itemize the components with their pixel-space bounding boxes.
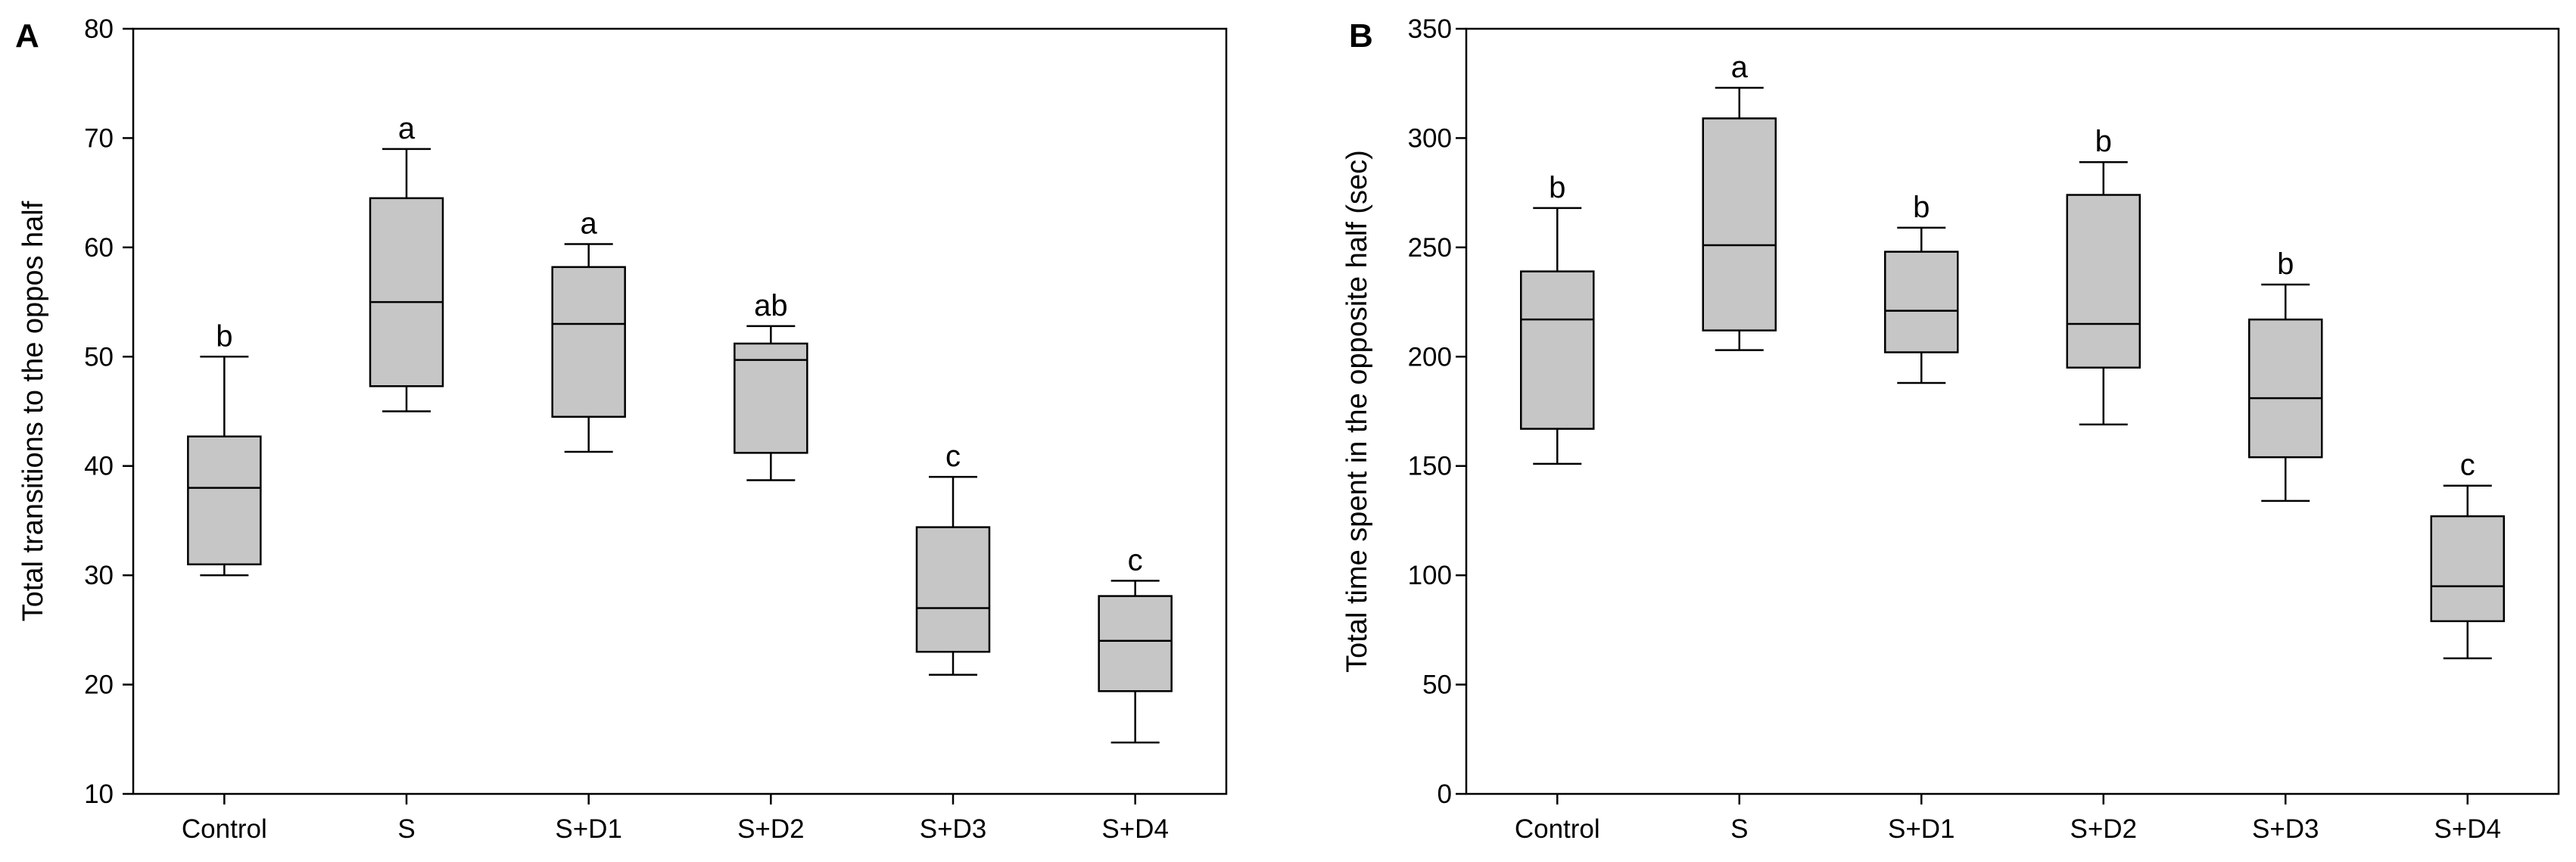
box-iqr — [187, 435, 262, 565]
x-tick-label: S — [1730, 814, 1748, 844]
box-iqr — [915, 526, 991, 653]
x-tick-label: S+D1 — [555, 814, 622, 844]
panel-letter: B — [1349, 17, 1373, 54]
box-s-d3: c — [915, 440, 991, 676]
y-tick-label: 200 — [1408, 342, 1452, 372]
plot-frame — [1465, 27, 2560, 795]
x-tick-label: S+D2 — [737, 814, 805, 844]
y-tick-label: 50 — [84, 342, 114, 372]
box-s: a — [369, 112, 444, 412]
y-axis-title: Total transitions to the oppos half — [17, 201, 49, 621]
y-tick-label: 100 — [1408, 561, 1452, 590]
significance-label: b — [1913, 191, 1930, 224]
significance-label: a — [398, 112, 416, 145]
panel-letter: A — [15, 17, 39, 54]
y-tick-label: 70 — [84, 123, 114, 153]
box-iqr — [2066, 194, 2141, 369]
y-tick-label: 40 — [84, 452, 114, 481]
box-s: a — [1702, 51, 1777, 351]
y-tick-label: 350 — [1408, 14, 1452, 44]
box-iqr — [1884, 251, 1959, 353]
y-tick-label: 60 — [84, 233, 114, 263]
box-iqr — [734, 342, 808, 454]
significance-label: b — [1549, 171, 1565, 204]
significance-label: b — [216, 319, 232, 353]
y-tick-label: 0 — [1438, 780, 1452, 809]
significance-label: a — [581, 207, 598, 241]
significance-label: c — [2460, 449, 2475, 482]
x-tick-label: S+D3 — [920, 814, 987, 844]
y-tick-label: 250 — [1408, 233, 1452, 263]
y-tick-label: 20 — [84, 671, 114, 700]
y-tick-label: 80 — [84, 14, 114, 44]
significance-label: b — [2095, 125, 2112, 158]
chart-panel-a: A 10 20 30 40 50 60 70 80 Total transitions to th… — [15, 14, 1228, 844]
box-s-d2: ab — [734, 289, 808, 481]
box-iqr — [1520, 270, 1595, 430]
y-tick-label: 300 — [1408, 123, 1452, 153]
x-tick-label: Control — [1515, 814, 1600, 844]
chart-panel-b: B 0 50 100 150 200 250 300 350 Total time spent i… — [1341, 14, 2560, 844]
x-tick-label: S — [397, 814, 415, 844]
significance-label: c — [1128, 543, 1143, 577]
box-control: b — [1520, 171, 1595, 465]
significance-label: a — [1731, 51, 1749, 84]
x-tick-label: S+D4 — [2434, 814, 2501, 844]
box-s-d4: c — [2430, 449, 2505, 660]
significance-label: ab — [754, 289, 788, 322]
y-tick-label: 10 — [84, 780, 114, 809]
box-iqr — [369, 197, 444, 387]
significance-label: b — [2277, 247, 2294, 281]
box-s-d3: b — [2248, 247, 2323, 503]
box-iqr — [2248, 318, 2323, 459]
significance-label: c — [945, 440, 961, 473]
x-tick-label: Control — [182, 814, 267, 844]
box-iqr — [551, 266, 626, 418]
box-iqr — [2430, 515, 2505, 623]
y-tick-label: 30 — [84, 561, 114, 590]
plot-frame — [132, 27, 1228, 795]
box-iqr — [1098, 595, 1173, 692]
x-tick-label: S+D4 — [1101, 814, 1169, 844]
box-s-d4: c — [1098, 543, 1173, 744]
y-axis-title: Total time spent in the opposite half (s… — [1341, 150, 1373, 673]
box-iqr — [1702, 117, 1777, 331]
x-tick-label: S+D2 — [2070, 814, 2137, 844]
box-s-d1: b — [1884, 191, 1959, 384]
x-tick-label: S+D3 — [2252, 814, 2319, 844]
box-control: b — [187, 319, 262, 577]
box-s-d1: a — [551, 207, 626, 453]
y-tick-label: 150 — [1408, 452, 1452, 481]
box-s-d2: b — [2066, 125, 2141, 426]
x-tick-label: S+D1 — [1888, 814, 1955, 844]
y-tick-label: 50 — [1422, 671, 1452, 700]
